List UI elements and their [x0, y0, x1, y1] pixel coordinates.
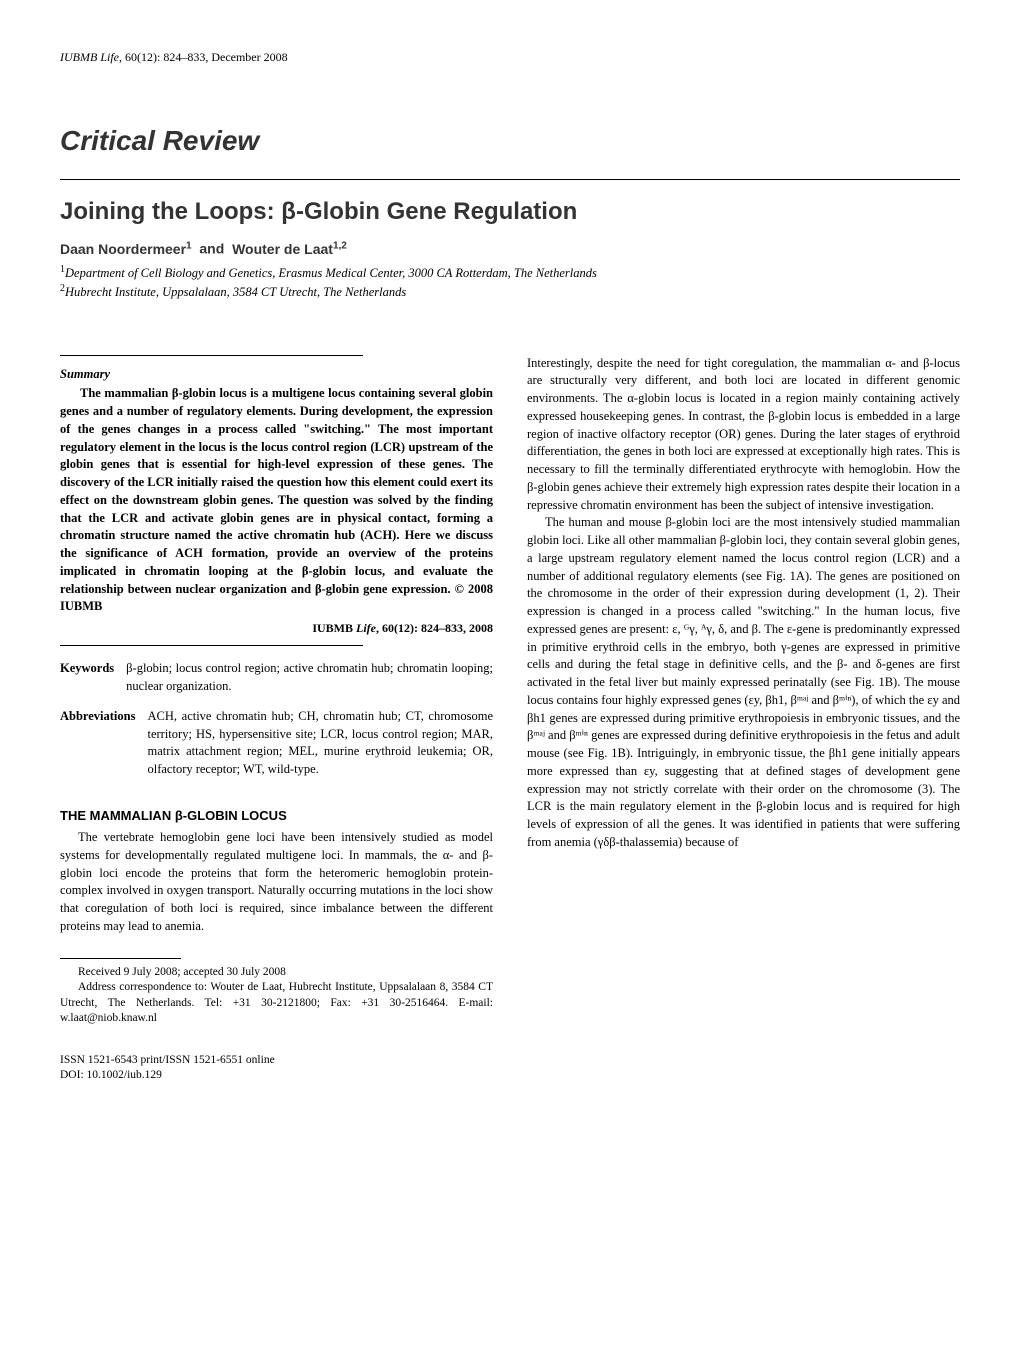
footnote-correspondence: Address correspondence to: Wouter de Laa…	[60, 980, 493, 1027]
section-1-text: The vertebrate hemoglobin gene loci have…	[60, 830, 493, 933]
summary-body: The mammalian β-globin locus is a multig…	[60, 385, 493, 616]
right-para-2-text: The human and mouse β-globin loci are th…	[527, 515, 960, 849]
footnote-received-text: Received 9 July 2008; accepted 30 July 2…	[78, 966, 286, 978]
running-head-journal: IUBMB Life	[60, 50, 119, 64]
affiliations: 1Department of Cell Biology and Genetics…	[60, 263, 960, 301]
summary-journal-prefix: IUBMB	[312, 621, 356, 635]
section-1-para: The vertebrate hemoglobin gene loci have…	[60, 829, 493, 936]
affiliation-2: 2Hubrecht Institute, Uppsalalaan, 3584 C…	[60, 282, 960, 301]
footnote-rule	[60, 958, 181, 959]
section-1-heading: THE MAMMALIAN β-GLOBIN LOCUS	[60, 807, 493, 825]
summary-journal-suffix: , 60(12): 824–833, 2008	[376, 621, 493, 635]
running-head: IUBMB Life, 60(12): 824–833, December 20…	[60, 50, 960, 65]
footnote-received: Received 9 July 2008; accepted 30 July 2…	[60, 965, 493, 981]
author-2: Wouter de Laat1,2	[232, 241, 347, 257]
running-head-abbrev: IUBMB	[60, 50, 97, 64]
right-para-2: The human and mouse β-globin loci are th…	[527, 514, 960, 851]
article-title: Joining the Loops: β-Globin Gene Regulat…	[60, 198, 960, 226]
title-rule	[60, 179, 960, 180]
critical-review-label: Critical Review	[60, 125, 960, 157]
summary-text: The mammalian β-globin locus is a multig…	[60, 386, 493, 613]
affiliation-1-text: Department of Cell Biology and Genetics,…	[65, 266, 597, 280]
abbreviations-row: Abbreviations ACH, active chromatin hub;…	[60, 708, 493, 779]
abbreviations-text: ACH, active chromatin hub; CH, chromatin…	[147, 708, 493, 779]
author-1: Daan Noordermeer1	[60, 241, 192, 257]
footer-issn: ISSN 1521-6543 print/ISSN 1521-6551 onli…	[60, 1053, 275, 1069]
right-para-1-text: Interestingly, despite the need for tigh…	[527, 356, 960, 512]
right-para-1: Interestingly, despite the need for tigh…	[527, 355, 960, 515]
right-column: Interestingly, despite the need for tigh…	[527, 355, 960, 1027]
summary-bottom-rule	[60, 645, 363, 646]
two-column-body: Summary The mammalian β-globin locus is …	[60, 355, 960, 1027]
summary-journal-line: IUBMB Life, 60(12): 824–833, 2008	[60, 620, 493, 637]
keywords-text: β-globin; locus control region; active c…	[126, 660, 493, 696]
affiliation-2-text: Hubrecht Institute, Uppsalalaan, 3584 CT…	[65, 285, 406, 299]
footnote-correspondence-text: Address correspondence to: Wouter de Laa…	[60, 981, 493, 1024]
authors: Daan Noordermeer1 and Wouter de Laat1,2	[60, 240, 960, 257]
left-column: Summary The mammalian β-globin locus is …	[60, 355, 493, 1027]
footer-doi: DOI: 10.1002/iub.129	[60, 1068, 275, 1084]
keywords-label: Keywords	[60, 660, 114, 696]
running-head-word: Life	[100, 50, 119, 64]
summary-top-rule	[60, 355, 363, 356]
summary-heading: Summary	[60, 366, 493, 384]
summary-journal-name: Life	[356, 621, 376, 635]
running-head-issue: , 60(12): 824–833, December 2008	[119, 50, 288, 64]
page-footer: ISSN 1521-6543 print/ISSN 1521-6551 onli…	[60, 1053, 960, 1084]
footer-left: ISSN 1521-6543 print/ISSN 1521-6551 onli…	[60, 1053, 275, 1084]
abbreviations-label: Abbreviations	[60, 708, 135, 779]
keywords-row: Keywords β-globin; locus control region;…	[60, 660, 493, 696]
affiliation-1: 1Department of Cell Biology and Genetics…	[60, 263, 960, 282]
